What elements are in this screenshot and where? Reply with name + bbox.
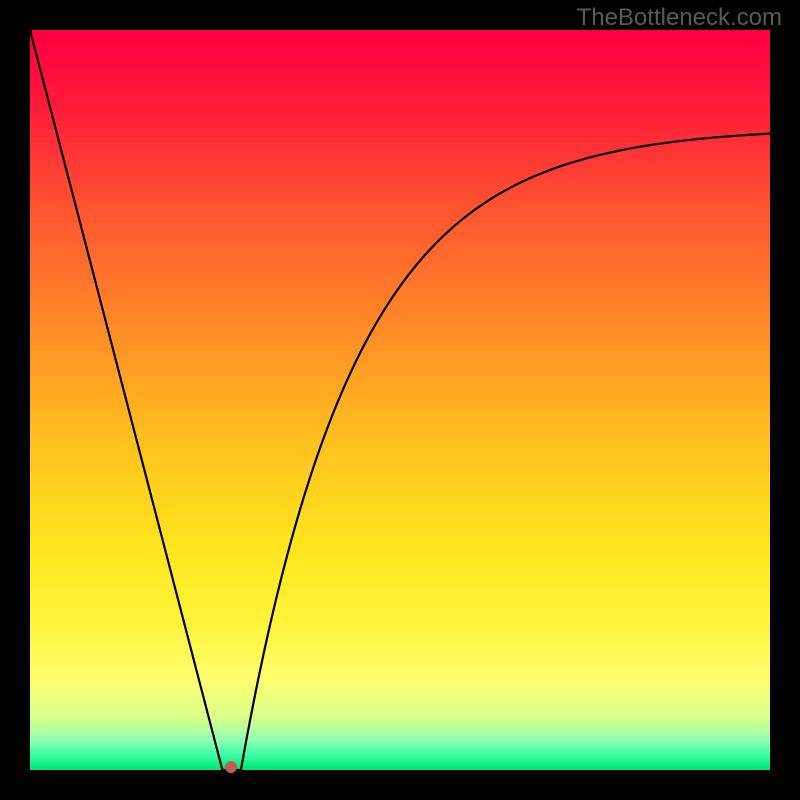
gradient-background [30, 30, 770, 770]
watermark-text: TheBottleneck.com [577, 4, 782, 32]
chart-container: TheBottleneck.com [0, 0, 800, 800]
optimal-point-marker [225, 761, 237, 773]
plot-area [30, 30, 770, 770]
